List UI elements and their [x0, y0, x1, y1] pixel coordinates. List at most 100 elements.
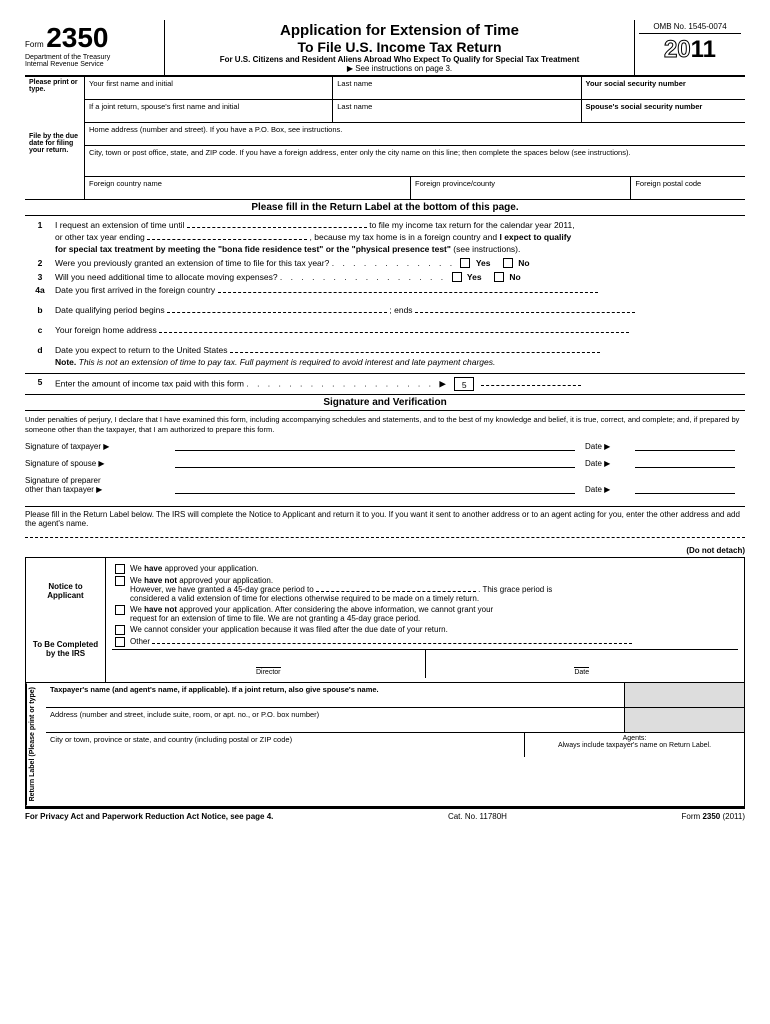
line-3-text: Will you need additional time to allocat…	[55, 272, 745, 284]
grace-period-date-input[interactable]	[316, 591, 476, 592]
rl-city-label: City or town, province or state, and cou…	[50, 735, 292, 744]
file-by-label: File by the due date for filing your ret…	[29, 133, 80, 154]
notice-cannot-consider-text: We cannot consider your application beca…	[130, 625, 738, 635]
line-3-yes-checkbox[interactable]	[452, 272, 462, 282]
return-label-tab: Return Label (Please print or type)	[26, 683, 46, 805]
line-4a-text: Date you first arrived in the foreign co…	[55, 285, 745, 297]
notice-not-approved-text: We have not approved your application. A…	[130, 605, 738, 623]
foreign-address-input[interactable]	[159, 332, 629, 333]
questions-section: 1 I request an extension of time until t…	[25, 216, 745, 374]
rl-address-label: Address (number and street, include suit…	[50, 710, 319, 719]
qualifying-end-input[interactable]	[415, 312, 635, 313]
year-prefix: 20	[664, 36, 691, 63]
spouse-last-field[interactable]: Last name	[333, 100, 581, 122]
taxpayer-sig-label: Signature of taxpayer ▶	[25, 442, 165, 451]
ssn-field[interactable]: Your social security number	[582, 77, 746, 99]
header-right: OMB No. 1545-0074 2011	[635, 20, 745, 75]
extension-date-input[interactable]	[187, 227, 367, 228]
footer-catalog: Cat. No. 11780H	[448, 812, 507, 821]
notice-approved-text: We have approved your application.	[130, 564, 738, 574]
notice-section: Notice to Applicant To Be Completed by t…	[25, 557, 745, 683]
line-2-num: 2	[25, 258, 55, 270]
first-name-field[interactable]: Your first name and initial	[85, 77, 333, 99]
header-left: Form 2350 Department of the Treasury Int…	[25, 20, 165, 75]
detach-line	[25, 537, 745, 538]
rl-shade-1	[624, 683, 744, 707]
notice-not-approved-grace-text: We have not approved your application. H…	[130, 576, 738, 603]
return-label-section: Return Label (Please print or type) Taxp…	[25, 683, 745, 806]
line-3-num: 3	[25, 272, 55, 284]
line-4b-num: b	[25, 305, 55, 317]
notice-cannot-consider-checkbox[interactable]	[115, 625, 125, 635]
signature-section: Under penalties of perjury, I declare th…	[25, 411, 745, 508]
line-5-text: Enter the amount of income tax paid with…	[55, 377, 745, 391]
tax-year-ending-input[interactable]	[147, 239, 307, 240]
spouse-date-input[interactable]	[635, 467, 735, 468]
tax-paid-input[interactable]	[481, 385, 581, 386]
foreign-province-field[interactable]: Foreign province/county	[411, 177, 631, 199]
header-center: Application for Extension of Time To Fil…	[165, 20, 635, 75]
notice-other-checkbox[interactable]	[115, 637, 125, 647]
arrival-date-input[interactable]	[218, 292, 598, 293]
id-instructions-left: Please print or type. File by the due da…	[25, 77, 85, 199]
notice-right: We have approved your application. We ha…	[106, 558, 744, 682]
spouse-sig-input[interactable]	[175, 467, 575, 468]
preparer-date-input[interactable]	[635, 493, 735, 494]
return-date-input[interactable]	[230, 352, 600, 353]
rl-name-label: Taxpayer's name (and agent's name, if ap…	[50, 685, 379, 694]
form-header: Form 2350 Department of the Treasury Int…	[25, 20, 745, 77]
rl-city-field[interactable]: City or town, province or state, and cou…	[46, 733, 524, 757]
taxpayer-date-label: Date ▶	[585, 442, 625, 451]
fill-return-label-header: Please fill in the Return Label at the b…	[25, 200, 745, 216]
foreign-country-field[interactable]: Foreign country name	[85, 177, 411, 199]
director-date-cell[interactable]: Date	[426, 650, 739, 678]
line-4c-num: c	[25, 325, 55, 337]
taxpayer-date-input[interactable]	[635, 450, 735, 451]
line-2-no-checkbox[interactable]	[503, 258, 513, 268]
qualifying-begin-input[interactable]	[167, 312, 387, 313]
director-date-row: Director Date	[112, 649, 738, 678]
notice-left-labels: Notice to Applicant To Be Completed by t…	[26, 558, 106, 682]
line-5-box: 5	[454, 377, 474, 391]
line-4d-text: Date you expect to return to the United …	[55, 345, 745, 369]
title-line2: To File U.S. Income Tax Return	[169, 39, 630, 55]
page-footer: For Privacy Act and Paperwork Reduction …	[25, 807, 745, 821]
footer-privacy: For Privacy Act and Paperwork Reduction …	[25, 812, 273, 821]
spouse-sig-label: Signature of spouse ▶	[25, 459, 165, 468]
line-4d-num: d	[25, 345, 55, 369]
foreign-postal-field[interactable]: Foreign postal code	[631, 177, 745, 199]
form-label: Form	[25, 40, 44, 49]
notice-other-input[interactable]	[152, 643, 632, 644]
preparer-date-label: Date ▶	[585, 485, 625, 494]
line-2-yes-checkbox[interactable]	[460, 258, 470, 268]
notice-other-text: Other	[130, 637, 738, 647]
form-number: 2350	[46, 22, 108, 53]
subtitle: For U.S. Citizens and Resident Aliens Ab…	[169, 55, 630, 64]
dept-line2: Internal Revenue Service	[25, 61, 160, 68]
line-4b-text: Date qualifying period begins ; ends	[55, 305, 745, 317]
notice-not-approved-checkbox[interactable]	[115, 605, 125, 615]
line-1-num: 1	[25, 220, 55, 256]
notice-not-approved-grace-checkbox[interactable]	[115, 576, 125, 586]
preparer-sig-input[interactable]	[175, 493, 575, 494]
last-name-field[interactable]: Last name	[333, 77, 581, 99]
rl-name-field[interactable]: Taxpayer's name (and agent's name, if ap…	[46, 683, 624, 707]
home-address-field[interactable]: Home address (number and street). If you…	[85, 123, 745, 145]
spouse-ssn-field[interactable]: Spouse's social security number	[582, 100, 746, 122]
line-2-text: Were you previously granted an extension…	[55, 258, 745, 270]
director-cell[interactable]: Director	[112, 650, 426, 678]
city-state-field[interactable]: City, town or post office, state, and ZI…	[85, 146, 745, 176]
title-line1: Application for Extension of Time	[169, 22, 630, 39]
line-3-no-checkbox[interactable]	[494, 272, 504, 282]
tax-year: 2011	[639, 36, 741, 64]
rl-address-field[interactable]: Address (number and street, include suit…	[46, 708, 624, 732]
spouse-first-field[interactable]: If a joint return, spouse's first name a…	[85, 100, 333, 122]
line-5-num: 5	[25, 377, 55, 391]
taxpayer-sig-input[interactable]	[175, 450, 575, 451]
notice-approved-checkbox[interactable]	[115, 564, 125, 574]
print-type-label: Please print or type.	[29, 79, 80, 93]
return-label-instructions: Please fill in the Return Label below. T…	[25, 507, 745, 531]
identification-section: Please print or type. File by the due da…	[25, 77, 745, 200]
preparer-sig-label: Signature of preparer other than taxpaye…	[25, 476, 165, 494]
do-not-detach-label: (Do not detach)	[25, 544, 745, 557]
